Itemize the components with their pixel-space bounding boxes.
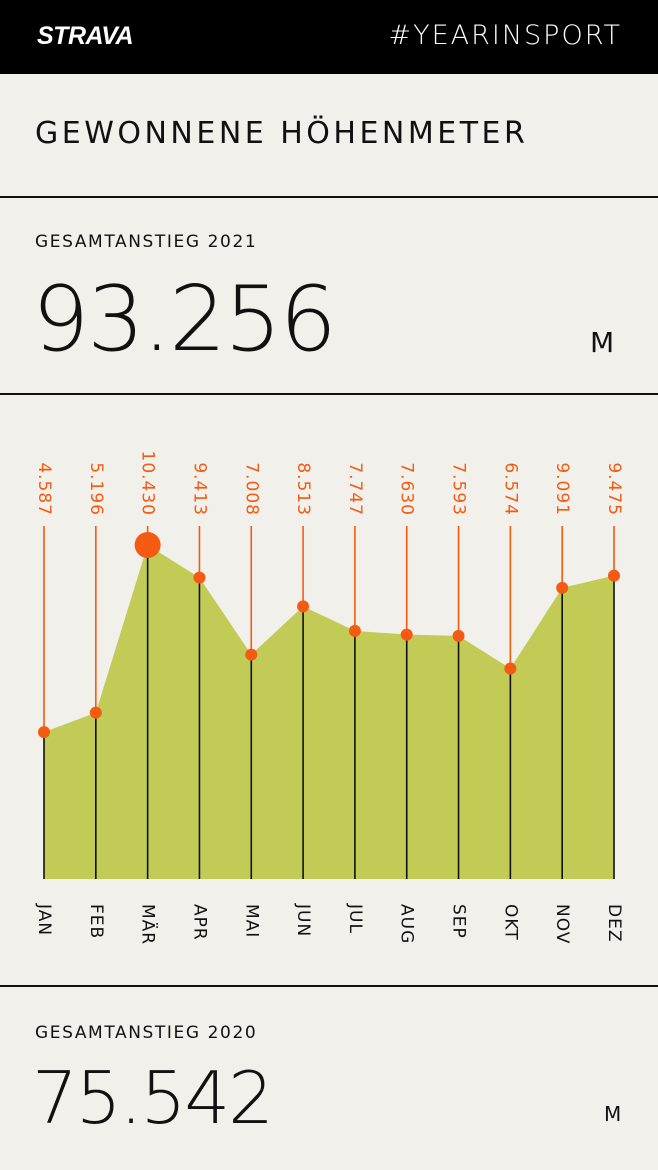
data-value-label: 10.430 <box>138 451 158 516</box>
data-value-label: 9.475 <box>604 462 624 516</box>
month-tick-label: SEP <box>449 904 469 939</box>
divider <box>0 196 658 198</box>
divider <box>0 393 658 395</box>
month-tick-label: NOV <box>552 904 572 944</box>
data-value-label: 9.091 <box>552 462 572 516</box>
data-value-label: 8.513 <box>293 462 313 516</box>
data-value-label: 7.630 <box>397 462 417 516</box>
month-tick-label: JUN <box>293 903 313 937</box>
top-bar: STRAVA #YEARINSPORT <box>0 0 658 74</box>
data-point <box>608 569 620 582</box>
month-tick-label: APR <box>189 904 209 941</box>
data-value-label: 7.747 <box>345 462 365 516</box>
data-point <box>134 532 161 558</box>
data-value-label: 7.593 <box>449 462 469 516</box>
data-point <box>89 706 102 719</box>
month-tick-label: FEB <box>86 904 106 939</box>
divider <box>0 985 658 987</box>
month-tick-label: DEZ <box>604 904 624 942</box>
month-tick-label: MÄR <box>138 904 159 945</box>
month-tick-label: OKT <box>500 904 520 941</box>
stat-2020-value: 75.542 <box>32 1056 274 1140</box>
data-point <box>297 600 310 613</box>
data-value-label: 9.413 <box>189 462 209 516</box>
hashtag-label: #YEARINSPORT <box>388 20 622 51</box>
elevation-area <box>44 545 614 879</box>
data-point <box>504 662 517 675</box>
data-point <box>193 571 206 584</box>
stat-2020-unit: M <box>604 1102 622 1126</box>
stat-2021-unit: M <box>590 326 615 359</box>
data-value-label: 4.587 <box>34 462 54 516</box>
data-point <box>556 581 569 594</box>
stat-2021-label: GESAMTANSTIEG 2021 <box>35 232 258 252</box>
data-point <box>400 628 413 641</box>
data-point <box>245 648 258 661</box>
data-value-label: 5.196 <box>86 462 106 516</box>
data-value-label: 6.574 <box>500 462 520 516</box>
page-title: GEWONNENE HÖHENMETER <box>35 116 529 151</box>
month-tick-label: JAN <box>34 903 54 936</box>
strava-logo: STRAVA <box>37 22 134 50</box>
elevation-chart: 4.587 5.196 10.430 9.413 7.008 8.513 7.747 7.63… <box>34 451 624 946</box>
data-value-label: 7.008 <box>241 462 261 516</box>
month-tick-label: JUL <box>345 903 365 934</box>
stat-2021-value: 93.256 <box>32 267 337 372</box>
month-tick-label: AUG <box>397 904 417 944</box>
data-point <box>348 624 361 637</box>
data-point <box>38 726 50 739</box>
data-point <box>452 629 465 642</box>
month-tick-label: MAI <box>241 904 261 938</box>
stat-2020-label: GESAMTANSTIEG 2020 <box>35 1023 258 1043</box>
